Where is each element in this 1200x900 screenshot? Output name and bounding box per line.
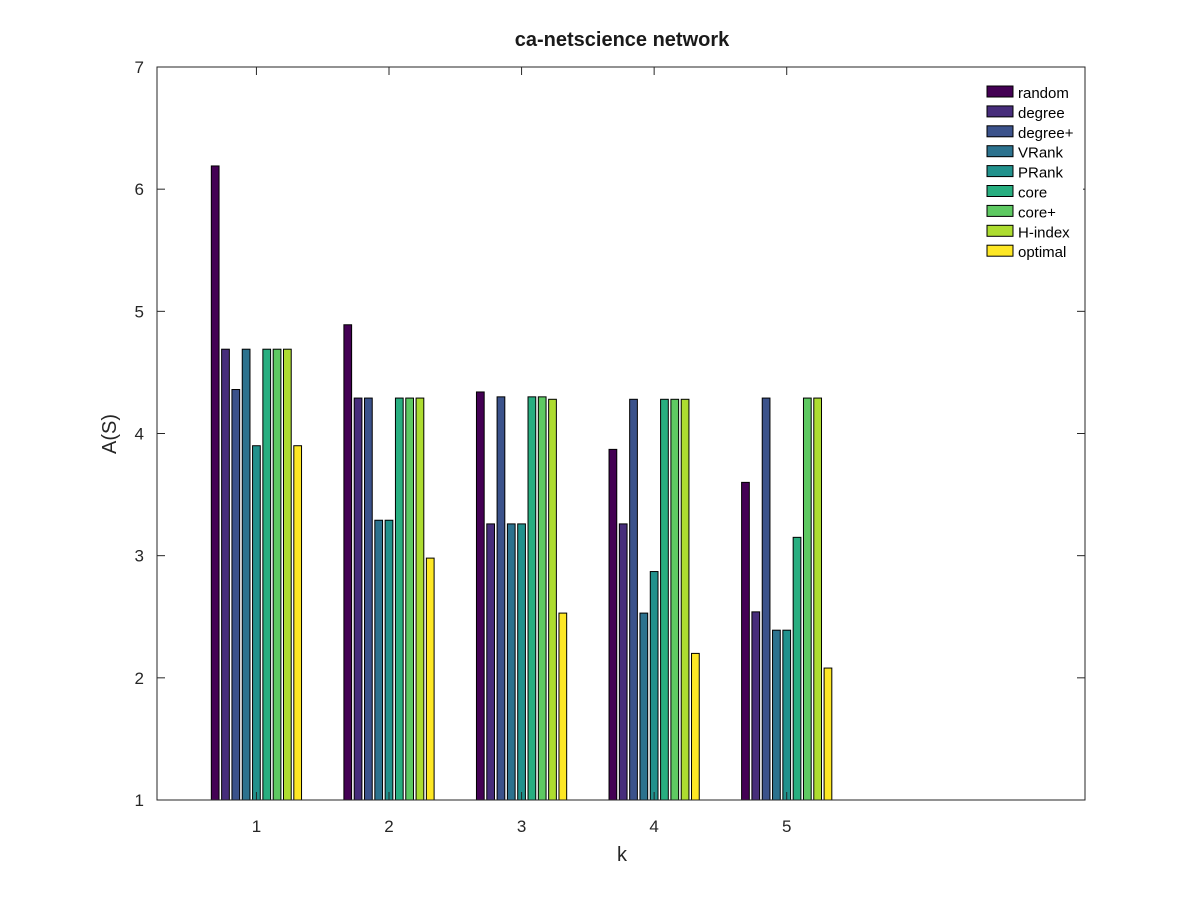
bar-optimal-k3: [558, 612, 568, 801]
bar-PRank-k1: [252, 445, 261, 801]
legend-swatch-H-index: [986, 224, 1014, 237]
bar-degree+-k3: [496, 396, 506, 801]
legend-swatch-optimal: [986, 244, 1014, 257]
bar-H-index-k1: [283, 348, 292, 801]
y-tick-label: 4: [135, 425, 144, 444]
bar-VRank-k3: [506, 523, 516, 801]
bar-optimal-k1: [293, 445, 303, 801]
legend-label-degree: degree: [1018, 105, 1065, 122]
bar-random-k3: [475, 391, 485, 801]
bar-random-k1: [210, 165, 220, 801]
legend-label-PRank: PRank: [1018, 165, 1064, 182]
legend-label-degree+: degree+: [1018, 125, 1074, 142]
bar-core-k4: [660, 398, 669, 801]
y-axis-ticks: 1 2 3 4 5 6 7: [135, 58, 1085, 810]
bar-H-index-k4: [680, 398, 690, 801]
legend-label-core: core: [1018, 185, 1047, 202]
y-tick-label: 3: [135, 547, 144, 566]
bar-H-index-k5: [813, 397, 823, 801]
bar-core+-k4: [670, 398, 680, 801]
bar-degree-k5: [751, 611, 761, 801]
bar-optimal-k2: [425, 557, 435, 801]
bar-random-k2: [343, 324, 353, 801]
y-tick-label: 1: [135, 791, 144, 810]
bar-degree-k3: [486, 523, 495, 801]
bar-H-index-k2: [415, 397, 425, 801]
y-tick-label: 6: [135, 180, 144, 199]
bar-degree+-k4: [629, 398, 638, 801]
x-tick-label: 2: [384, 817, 393, 836]
bar-core+-k3: [537, 396, 547, 801]
bar-VRank-k2: [374, 519, 384, 801]
bar-PRank-k3: [517, 523, 526, 801]
legend-label-VRank: VRank: [1018, 145, 1064, 162]
bar-PRank-k4: [649, 571, 659, 801]
legend-swatch-degree+: [986, 125, 1014, 138]
chart-title: ca-netscience network: [515, 29, 730, 51]
bar-core+-k2: [405, 397, 414, 801]
bar-core-k1: [262, 348, 272, 801]
x-axis-label: k: [617, 844, 628, 866]
bar-core-k3: [527, 396, 537, 801]
y-axis-label: A(S): [99, 414, 121, 454]
bar-degree-k4: [618, 523, 628, 801]
bar-VRank-k1: [241, 348, 251, 801]
bar-H-index-k3: [548, 398, 557, 801]
bar-PRank-k2: [384, 519, 394, 801]
bar-degree-k2: [353, 397, 363, 801]
bar-random-k4: [608, 448, 618, 801]
y-tick-label: 2: [135, 669, 144, 688]
legend-swatch-degree: [986, 105, 1014, 118]
legend-swatch-PRank: [986, 165, 1014, 178]
bar-PRank-k5: [782, 629, 792, 801]
bar-degree-k1: [221, 348, 230, 801]
x-tick-label: 3: [517, 817, 526, 836]
bars: [210, 165, 833, 801]
x-axis-ticks: 1 2 3 4 5: [252, 67, 791, 836]
legend-label-random: random: [1018, 85, 1069, 102]
y-tick-label: 5: [135, 302, 144, 321]
bar-optimal-k4: [691, 652, 700, 801]
bar-VRank-k4: [639, 612, 649, 801]
legend-swatch-core+: [986, 204, 1014, 217]
x-tick-label: 5: [782, 817, 791, 836]
legend-swatch-random: [986, 85, 1014, 98]
y-tick-label: 7: [135, 58, 144, 77]
bar-VRank-k5: [772, 629, 781, 801]
bar-degree+-k2: [364, 397, 373, 801]
legend-label-core+: core+: [1018, 204, 1056, 221]
bar-random-k5: [741, 481, 750, 801]
bar-core+-k1: [272, 348, 282, 801]
legend-label-optimal: optimal: [1018, 244, 1066, 261]
legend-swatch-core: [986, 185, 1014, 197]
bar-core-k5: [792, 536, 802, 801]
bar-optimal-k5: [823, 667, 833, 801]
bar-degree+-k1: [231, 389, 241, 801]
legend-swatch-VRank: [986, 145, 1014, 158]
x-tick-label: 1: [252, 817, 261, 836]
bar-degree+-k5: [761, 397, 771, 801]
legend-label-H-index: H-index: [1018, 224, 1070, 241]
bar-core-k2: [394, 397, 404, 801]
x-tick-label: 4: [649, 817, 658, 836]
bar-core+-k5: [802, 397, 812, 801]
legend: random degree degree+ VRank PRank core core+ H-…: [983, 80, 1083, 266]
